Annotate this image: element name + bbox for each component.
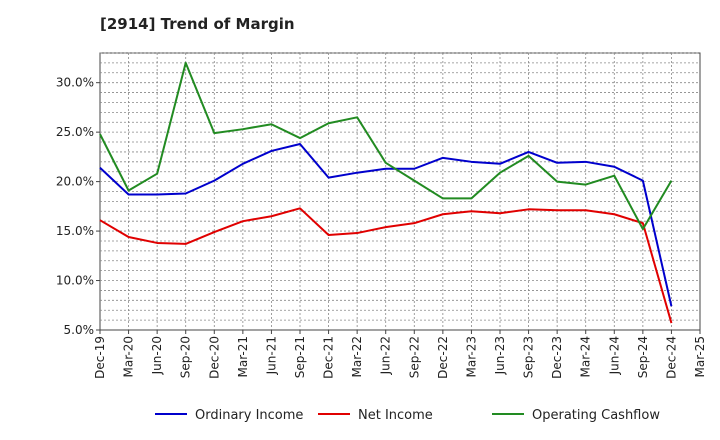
chart-title: [2914] Trend of Margin xyxy=(100,15,295,33)
legend-label: Ordinary Income xyxy=(195,408,303,423)
legend-label: Net Income xyxy=(358,408,433,423)
y-tick-label: 15.0% xyxy=(56,224,94,238)
y-tick-label: 30.0% xyxy=(56,76,94,90)
x-tick-label: Jun-23 xyxy=(493,336,507,375)
x-tick-label: Jun-24 xyxy=(607,336,621,375)
x-tick-label: Dec-21 xyxy=(322,336,336,379)
y-tick-label: 25.0% xyxy=(56,125,94,139)
y-tick-label: 10.0% xyxy=(56,274,94,288)
x-tick-label: Mar-20 xyxy=(122,336,136,377)
x-tick-label: Dec-23 xyxy=(550,336,564,379)
x-tick-label: Mar-21 xyxy=(236,336,250,377)
series-line-net-income xyxy=(99,207,673,324)
x-tick-label: Dec-19 xyxy=(93,336,107,379)
y-tick-label: 20.0% xyxy=(56,175,94,189)
x-tick-label: Jun-20 xyxy=(150,336,164,375)
y-tick-label: 5.0% xyxy=(64,323,95,337)
x-tick-label: Mar-25 xyxy=(693,336,707,377)
x-tick-label: Mar-22 xyxy=(350,336,364,377)
series-line-ordinary-income xyxy=(99,143,673,307)
legend-label: Operating Cashflow xyxy=(532,408,660,423)
x-tick-label: Dec-24 xyxy=(664,336,678,379)
x-tick-label: Jun-22 xyxy=(379,336,393,375)
x-tick-label: Sep-23 xyxy=(522,336,536,378)
x-tick-label: Dec-22 xyxy=(436,336,450,379)
x-tick-label: Dec-20 xyxy=(207,336,221,379)
x-tick-label: Sep-22 xyxy=(407,336,421,378)
x-tick-label: Mar-23 xyxy=(464,336,478,377)
x-tick-label: Sep-24 xyxy=(636,336,650,378)
x-tick-label: Sep-20 xyxy=(179,336,193,378)
x-tick-label: Mar-24 xyxy=(579,336,593,377)
x-tick-label: Sep-21 xyxy=(293,336,307,378)
series-line-operating-cashflow xyxy=(99,61,673,231)
x-tick-label: Jun-21 xyxy=(264,336,278,375)
